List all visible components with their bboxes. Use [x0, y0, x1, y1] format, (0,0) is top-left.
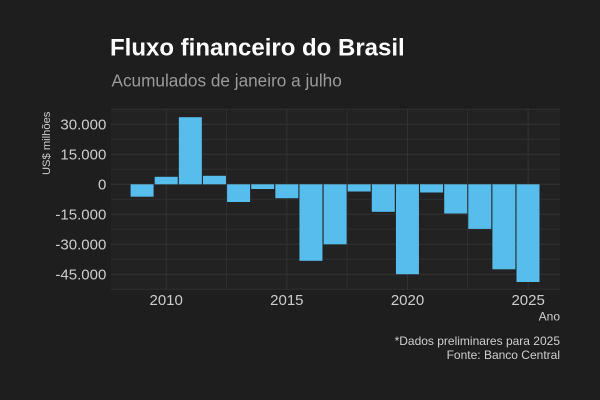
svg-text:2025: 2025 — [511, 292, 544, 309]
svg-text:30.000: 30.000 — [60, 117, 106, 134]
svg-text:2010: 2010 — [150, 292, 183, 309]
svg-text:2015: 2015 — [270, 292, 303, 309]
svg-text:US$ milhões: US$ milhões — [41, 111, 53, 175]
svg-text:Ano: Ano — [539, 310, 561, 324]
svg-text:0: 0 — [98, 177, 106, 194]
svg-text:-45.000: -45.000 — [55, 267, 106, 284]
svg-text:Fluxo financeiro do Brasil: Fluxo financeiro do Brasil — [110, 35, 405, 62]
svg-text:-15.000: -15.000 — [55, 207, 106, 224]
svg-text:Fonte: Banco Central: Fonte: Banco Central — [447, 348, 560, 362]
svg-text:Acumulados de janeiro a julho: Acumulados de janeiro a julho — [112, 71, 342, 91]
svg-text:15.000: 15.000 — [60, 147, 106, 164]
svg-text:2020: 2020 — [391, 292, 424, 309]
svg-text:-30.000: -30.000 — [55, 237, 106, 254]
svg-text:*Dados preliminares para 2025: *Dados preliminares para 2025 — [395, 334, 561, 348]
